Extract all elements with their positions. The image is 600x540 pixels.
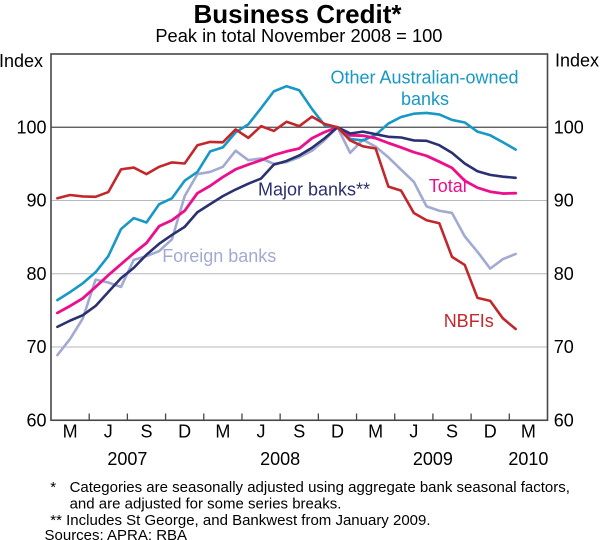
svg-text:80: 80 bbox=[554, 264, 574, 284]
svg-text:60: 60 bbox=[26, 410, 46, 430]
svg-text:Business Credit*: Business Credit* bbox=[193, 0, 402, 29]
svg-text:NBFIs: NBFIs bbox=[444, 311, 494, 331]
svg-text:80: 80 bbox=[26, 264, 46, 284]
svg-text:M: M bbox=[215, 422, 230, 442]
svg-text:2007: 2007 bbox=[107, 449, 147, 469]
svg-text:Major banks**: Major banks** bbox=[258, 179, 370, 199]
svg-text:J: J bbox=[409, 422, 418, 442]
svg-text:S: S bbox=[140, 422, 152, 442]
svg-text:J: J bbox=[257, 422, 266, 442]
svg-text:M: M bbox=[368, 422, 383, 442]
svg-text:S: S bbox=[293, 422, 305, 442]
svg-text:M: M bbox=[521, 422, 536, 442]
svg-text:Other Australian-owned: Other Australian-owned bbox=[330, 68, 518, 88]
svg-text:Index: Index bbox=[555, 51, 599, 71]
svg-text:J: J bbox=[104, 422, 113, 442]
svg-text:60: 60 bbox=[554, 410, 574, 430]
svg-text:2009: 2009 bbox=[413, 449, 453, 469]
svg-text:D: D bbox=[178, 422, 191, 442]
svg-text:Foreign banks: Foreign banks bbox=[162, 246, 276, 266]
svg-text:70: 70 bbox=[26, 337, 46, 357]
svg-text:70: 70 bbox=[554, 337, 574, 357]
svg-text:90: 90 bbox=[554, 191, 574, 211]
svg-text:2008: 2008 bbox=[260, 449, 300, 469]
svg-text:Total: Total bbox=[429, 176, 467, 196]
svg-text:Peak in total November 2008 =: Peak in total November 2008 = 100 bbox=[155, 25, 442, 46]
svg-text:S: S bbox=[446, 422, 458, 442]
svg-text:Categories are seasonally adju: Categories are seasonally adjusted using… bbox=[70, 479, 570, 496]
svg-text:*: * bbox=[50, 479, 56, 496]
svg-text:banks: banks bbox=[401, 89, 449, 109]
svg-text:D: D bbox=[484, 422, 497, 442]
svg-text:Sources: APRA; RBA: Sources: APRA; RBA bbox=[45, 527, 188, 540]
svg-text:90: 90 bbox=[26, 191, 46, 211]
svg-text:** Includes St George, and Ban: ** Includes St George, and Bankwest from… bbox=[50, 512, 430, 529]
svg-text:2010: 2010 bbox=[508, 449, 548, 469]
svg-text:100: 100 bbox=[16, 117, 46, 137]
svg-text:Index: Index bbox=[0, 51, 43, 71]
svg-text:M: M bbox=[63, 422, 78, 442]
svg-text:and are adjusted for some seri: and are adjusted for some series breaks. bbox=[70, 496, 342, 513]
svg-text:100: 100 bbox=[554, 117, 584, 137]
svg-text:D: D bbox=[331, 422, 344, 442]
